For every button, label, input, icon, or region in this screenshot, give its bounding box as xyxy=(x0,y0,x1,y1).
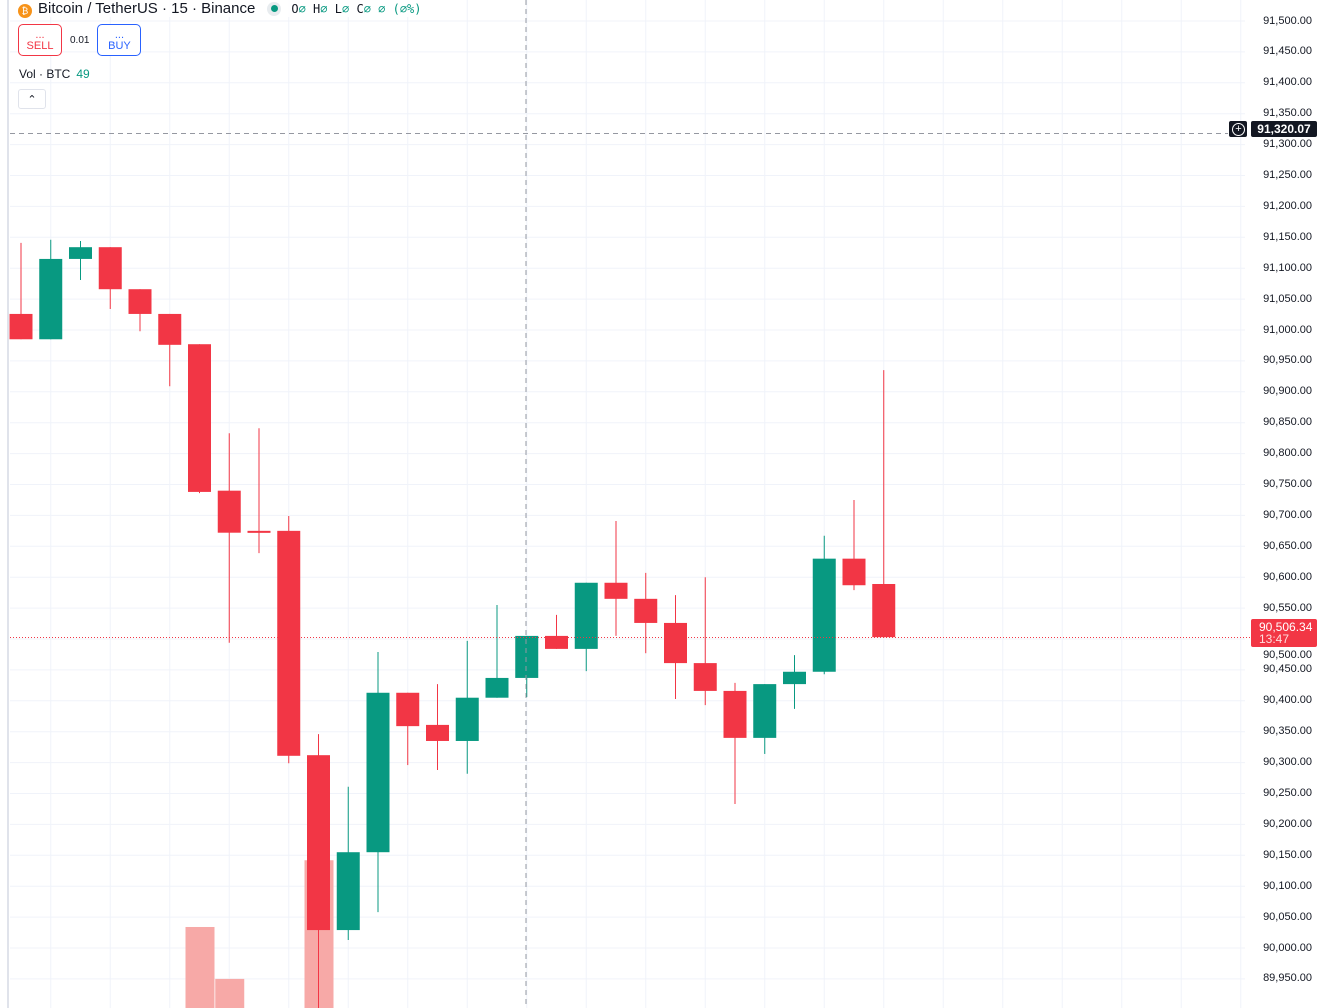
candle-up xyxy=(515,635,539,678)
candle-up xyxy=(336,852,360,931)
price-tick: 90,950.00 xyxy=(1263,354,1312,367)
candle-down xyxy=(545,635,568,649)
candle-up xyxy=(783,671,806,685)
price-tick: 90,900.00 xyxy=(1263,385,1312,398)
collapse-legend-button[interactable]: ⌃ xyxy=(18,89,46,109)
candle-down xyxy=(872,583,896,638)
buy-button[interactable]: ... BUY xyxy=(97,24,142,56)
volume-bar xyxy=(215,978,245,1008)
candle-down xyxy=(664,622,687,664)
last-price-label: 90,506.34 13:47 xyxy=(1251,619,1317,647)
candle-down xyxy=(842,558,866,586)
price-tick: 90,500.00 xyxy=(1263,649,1312,661)
candle-down xyxy=(9,313,33,340)
candle-down xyxy=(634,598,658,623)
price-tick: 91,400.00 xyxy=(1263,76,1312,89)
candle-down xyxy=(307,755,330,931)
price-tick: 90,100.00 xyxy=(1263,879,1312,892)
price-tick: 90,050.00 xyxy=(1263,910,1312,923)
price-tick: 90,850.00 xyxy=(1263,416,1312,429)
candle-up xyxy=(812,558,836,672)
candle-down xyxy=(396,692,420,727)
price-tick: 91,100.00 xyxy=(1263,261,1312,274)
price-tick: 90,650.00 xyxy=(1263,539,1312,552)
price-tick: 90,200.00 xyxy=(1263,817,1312,830)
plus-circle-icon: + xyxy=(1232,123,1245,136)
candle-down xyxy=(217,490,241,533)
candle-down xyxy=(98,247,122,290)
market-status-icon[interactable] xyxy=(267,1,282,16)
price-tick: 91,250.00 xyxy=(1263,169,1312,181)
candle-down xyxy=(277,530,301,756)
price-tick: 91,000.00 xyxy=(1263,323,1312,336)
add-alert-button[interactable]: + xyxy=(1229,121,1247,137)
candle-down xyxy=(693,663,717,691)
price-tick: 90,000.00 xyxy=(1263,941,1312,954)
crosshair-price-label: 91,320.07 xyxy=(1251,121,1317,137)
candle-down xyxy=(128,289,152,314)
candle-up xyxy=(455,697,479,741)
price-tick: 90,350.00 xyxy=(1263,725,1312,738)
price-tick: 91,350.00 xyxy=(1263,107,1312,120)
candle-up xyxy=(39,258,63,340)
candle-up xyxy=(366,692,390,853)
price-tick: 90,450.00 xyxy=(1263,663,1312,676)
price-tick: 90,300.00 xyxy=(1263,756,1312,769)
candle-down xyxy=(158,313,182,345)
candle-up xyxy=(485,677,509,698)
candle-down xyxy=(723,690,747,738)
price-tick: 90,550.00 xyxy=(1263,601,1312,614)
price-tick: 91,500.00 xyxy=(1263,14,1312,27)
candle-up xyxy=(753,684,777,738)
candle-down xyxy=(188,344,211,492)
quick-trade: ... SELL 0.01 ... BUY xyxy=(18,24,142,56)
candle-down xyxy=(426,724,449,741)
volume-bar xyxy=(185,926,215,1008)
price-tick: 90,700.00 xyxy=(1263,508,1312,521)
candle-down xyxy=(604,582,628,599)
symbol-title[interactable]: Bitcoin / TetherUS · 15 · Binance xyxy=(38,0,256,17)
candle-down xyxy=(247,530,271,533)
price-tick: 90,250.00 xyxy=(1263,787,1312,799)
symbol-legend: ₿ Bitcoin / TetherUS · 15 · Binance O∅ H… xyxy=(18,0,422,18)
candle-up xyxy=(574,582,598,649)
price-tick: 90,150.00 xyxy=(1263,848,1312,861)
price-tick: 91,150.00 xyxy=(1263,230,1312,243)
bitcoin-icon: ₿ xyxy=(18,3,32,18)
quantity[interactable]: 0.01 xyxy=(70,34,90,46)
price-tick: 91,050.00 xyxy=(1263,292,1312,305)
price-tick: 89,950.00 xyxy=(1263,972,1312,985)
sell-button[interactable]: ... SELL xyxy=(18,24,62,56)
price-tick: 91,200.00 xyxy=(1263,199,1312,212)
volume-legend: Vol · BTC 49 xyxy=(19,67,90,81)
price-tick: 90,750.00 xyxy=(1263,478,1312,490)
price-tick: 90,800.00 xyxy=(1263,447,1312,460)
price-tick: 90,400.00 xyxy=(1263,694,1312,707)
chevron-up-icon: ⌃ xyxy=(27,94,37,106)
price-tick: 91,300.00 xyxy=(1263,138,1312,151)
ohlc-values: O∅ H∅ L∅ C∅ ∅ (∅%) xyxy=(291,1,422,16)
candle-up xyxy=(69,247,92,259)
price-tick: 90,600.00 xyxy=(1263,570,1312,583)
price-tick: 91,450.00 xyxy=(1263,45,1312,58)
